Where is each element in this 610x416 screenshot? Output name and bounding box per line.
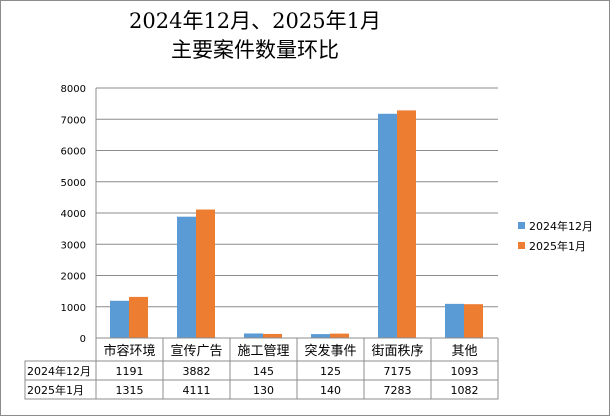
y-tick-label: 5000 bbox=[61, 178, 86, 189]
table-series-label: 2025年1月 bbox=[27, 383, 84, 397]
legend-label: 2025年1月 bbox=[529, 239, 586, 253]
x-category-label: 市容环境 bbox=[103, 343, 155, 359]
table-cell: 130 bbox=[253, 384, 274, 397]
bar bbox=[464, 304, 483, 338]
y-tick-label: 3000 bbox=[61, 240, 86, 251]
x-category-label: 街面秩序 bbox=[371, 344, 423, 359]
bar bbox=[445, 303, 464, 338]
table-cell: 4111 bbox=[183, 384, 211, 397]
table-cell: 1315 bbox=[116, 384, 144, 397]
bar bbox=[263, 333, 282, 338]
table-series-label: 2024年12月 bbox=[27, 364, 91, 378]
y-tick-label: 4000 bbox=[61, 209, 86, 220]
y-tick-label: 7000 bbox=[61, 115, 86, 126]
y-tick-label: 6000 bbox=[61, 147, 86, 158]
bar bbox=[196, 209, 215, 338]
table-cell: 7175 bbox=[384, 365, 412, 378]
table-cell: 7283 bbox=[384, 384, 412, 397]
table-cell: 3882 bbox=[183, 365, 211, 378]
chart-title-line1: 2024年12月、2025年1月 bbox=[129, 9, 381, 33]
bar bbox=[311, 334, 330, 338]
y-tick-label: 2000 bbox=[61, 272, 86, 283]
x-category-label: 其他 bbox=[451, 344, 477, 359]
table-cell: 1093 bbox=[451, 365, 479, 378]
x-category-label: 施工管理 bbox=[237, 344, 289, 359]
legend-label: 2024年12月 bbox=[529, 219, 593, 233]
bar bbox=[244, 333, 263, 338]
table-cell: 1191 bbox=[116, 365, 144, 378]
legend-swatch bbox=[518, 242, 525, 249]
table-cell: 125 bbox=[320, 365, 341, 378]
bar bbox=[330, 333, 349, 338]
bar bbox=[110, 300, 129, 338]
x-category-label: 突发事件 bbox=[304, 343, 356, 359]
legend-swatch bbox=[518, 222, 525, 229]
bar bbox=[397, 110, 416, 338]
y-tick-label: 0 bbox=[80, 334, 86, 345]
y-tick-label: 1000 bbox=[61, 303, 86, 314]
table-cell: 1082 bbox=[451, 384, 479, 397]
bar bbox=[129, 296, 148, 338]
y-tick-label: 8000 bbox=[61, 84, 86, 95]
table-cell: 140 bbox=[320, 384, 341, 397]
chart-title-line2: 主要案件数量环比 bbox=[171, 38, 339, 62]
table-cell: 145 bbox=[253, 365, 274, 378]
bar bbox=[177, 216, 196, 338]
bar bbox=[378, 113, 397, 338]
x-category-label: 宣传广告 bbox=[170, 343, 222, 359]
